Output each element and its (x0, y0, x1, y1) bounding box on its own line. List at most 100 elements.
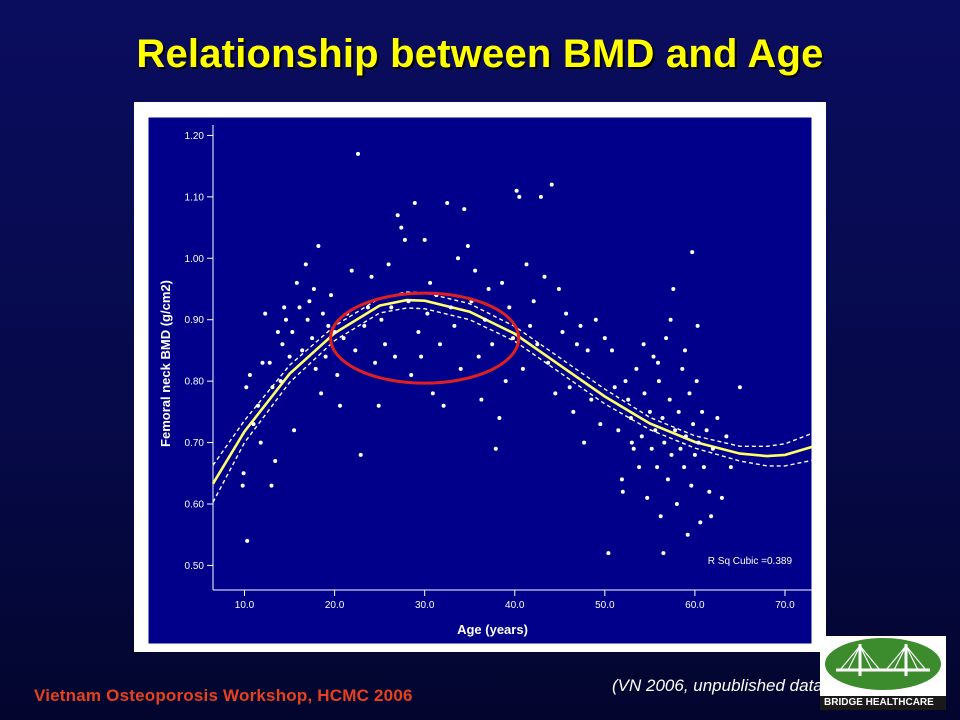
data-point (270, 385, 275, 390)
data-point (628, 416, 633, 420)
y-tick-label: 0.90 (185, 315, 205, 326)
data-point (282, 305, 287, 310)
data-point (329, 293, 333, 298)
x-tick-label: 40.0 (505, 600, 525, 611)
data-point (319, 391, 324, 396)
data-point (338, 403, 342, 408)
data-point (707, 489, 712, 494)
data-point (383, 342, 387, 347)
data-point (305, 317, 310, 322)
data-point (585, 348, 590, 353)
data-point (674, 502, 679, 506)
data-point (323, 354, 328, 359)
workshop-footer: Vietnam Osteoporosis Workshop, HCMC 2006 (34, 686, 413, 705)
data-point (362, 323, 367, 328)
data-point (349, 268, 354, 273)
data-point (402, 237, 407, 242)
data-point (313, 366, 318, 371)
data-point (689, 483, 694, 488)
data-point (680, 366, 685, 371)
data-point (623, 379, 628, 384)
data-point (549, 182, 554, 187)
ci-lower-line (212, 307, 813, 503)
data-point (660, 416, 665, 420)
data-point (462, 207, 467, 212)
data-point (458, 366, 463, 371)
y-tick-label: 1.00 (185, 254, 205, 265)
data-point (719, 495, 724, 500)
data-point (639, 434, 644, 439)
data-point (602, 336, 607, 341)
data-point (438, 342, 442, 347)
data-point (620, 489, 625, 494)
data-point (645, 495, 650, 500)
data-point (353, 348, 358, 353)
data-point (574, 342, 579, 347)
data-point (626, 397, 631, 402)
data-point (598, 422, 603, 427)
data-point (571, 409, 576, 414)
data-point (556, 287, 561, 291)
bridge-icon (825, 638, 941, 690)
data-point (465, 244, 470, 248)
data-point (678, 446, 683, 451)
data-point (668, 317, 673, 322)
data-point (263, 311, 268, 316)
data-point (244, 385, 249, 390)
data-point (483, 317, 487, 322)
data-point (535, 342, 540, 347)
data-point (256, 403, 260, 408)
data-point (514, 188, 519, 193)
data-point (610, 348, 614, 353)
data-point (341, 336, 346, 341)
data-point (284, 317, 288, 322)
data-point (425, 311, 430, 316)
data-point (251, 422, 256, 427)
data-point (297, 305, 302, 310)
data-point (655, 465, 660, 470)
x-tick-label: 10.0 (235, 600, 255, 611)
data-point (560, 330, 565, 334)
data-point (704, 428, 709, 433)
data-point (612, 385, 617, 390)
data-point (399, 225, 404, 230)
data-point (294, 280, 299, 285)
data-point (520, 366, 525, 371)
data-point (430, 391, 435, 396)
data-point (656, 379, 661, 384)
data-point (682, 465, 687, 470)
data-point (303, 262, 308, 267)
data-point (422, 237, 427, 242)
data-point (695, 323, 700, 328)
cubic-fit-line (211, 298, 813, 485)
data-point (379, 317, 384, 322)
data-point (493, 446, 498, 451)
data-point (376, 403, 381, 408)
data-point (310, 336, 315, 341)
data-point (245, 538, 250, 543)
data-point (287, 354, 292, 359)
data-point (247, 373, 252, 377)
data-point (669, 452, 674, 457)
data-point (395, 213, 400, 218)
y-tick-label: 0.80 (185, 377, 205, 388)
data-point (486, 287, 491, 291)
data-point (715, 416, 720, 420)
data-point (456, 256, 460, 261)
data-point (419, 354, 424, 359)
data-point (578, 323, 583, 328)
data-point (589, 397, 594, 402)
data-point (441, 403, 446, 408)
data-point (582, 440, 587, 445)
data-point (631, 446, 636, 451)
data-point (409, 373, 414, 377)
data-point (292, 428, 297, 433)
y-axis-label: Femoral neck BMD (g/cm2) (158, 280, 173, 447)
data-point (728, 465, 733, 470)
data-point (428, 280, 433, 285)
data-point (694, 379, 699, 384)
r-squared-annotation: R Sq Cubic =0.389 (708, 556, 793, 567)
data-point (307, 299, 312, 304)
x-tick-label: 70.0 (775, 600, 795, 611)
